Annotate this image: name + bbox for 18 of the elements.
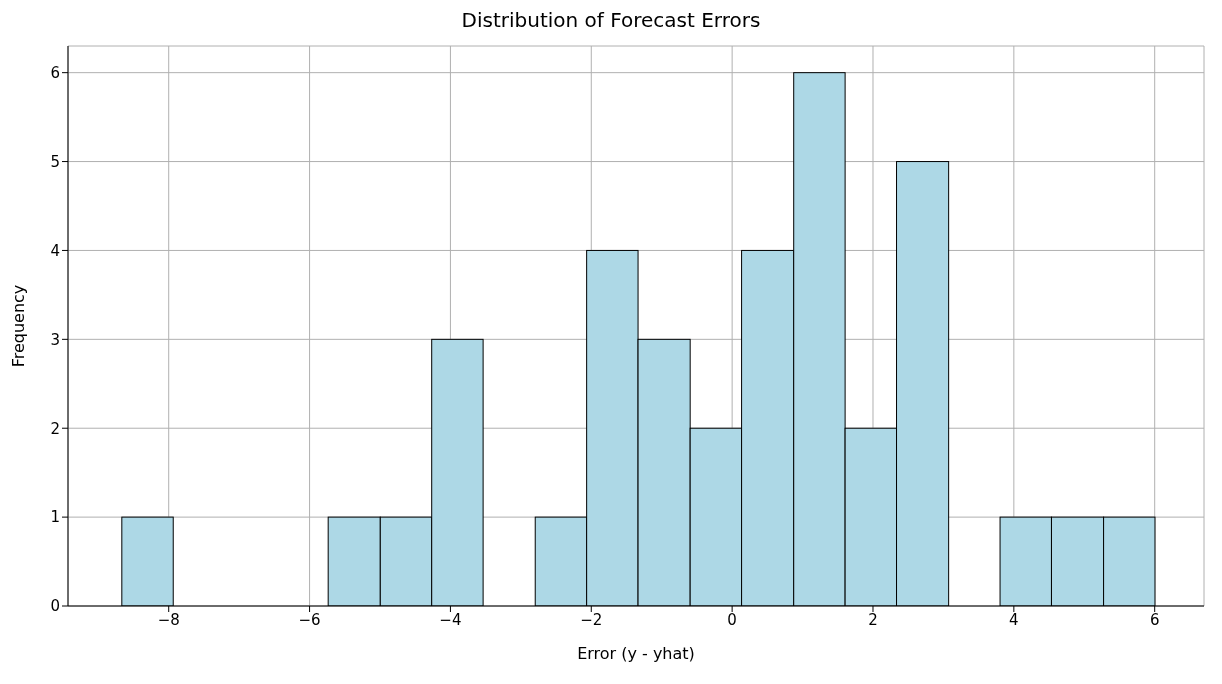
x-tick-label: −8 bbox=[157, 610, 180, 629]
y-tick-label: 5 bbox=[50, 152, 60, 171]
x-tick-label: 6 bbox=[1149, 610, 1160, 629]
x-tick-label: −2 bbox=[580, 610, 603, 629]
x-tick-label: 0 bbox=[727, 610, 737, 629]
y-tick-label: 1 bbox=[50, 508, 60, 527]
x-axis-title: Error (y - yhat) bbox=[577, 644, 695, 663]
y-tick-label: 6 bbox=[50, 63, 60, 82]
x-tick-label: −4 bbox=[439, 610, 462, 629]
x-tick-label: 2 bbox=[868, 610, 878, 629]
y-tick-label: 4 bbox=[50, 241, 60, 260]
x-tick-label: −6 bbox=[298, 610, 321, 629]
y-axis-title: Frequency bbox=[8, 284, 28, 368]
y-tick-label: 3 bbox=[50, 330, 60, 349]
chart-title: Distribution of Forecast Errors bbox=[460, 8, 762, 32]
y-tick-label: 2 bbox=[50, 419, 60, 438]
x-tick-label: 4 bbox=[1009, 610, 1019, 629]
y-tick-label: 0 bbox=[50, 597, 60, 616]
